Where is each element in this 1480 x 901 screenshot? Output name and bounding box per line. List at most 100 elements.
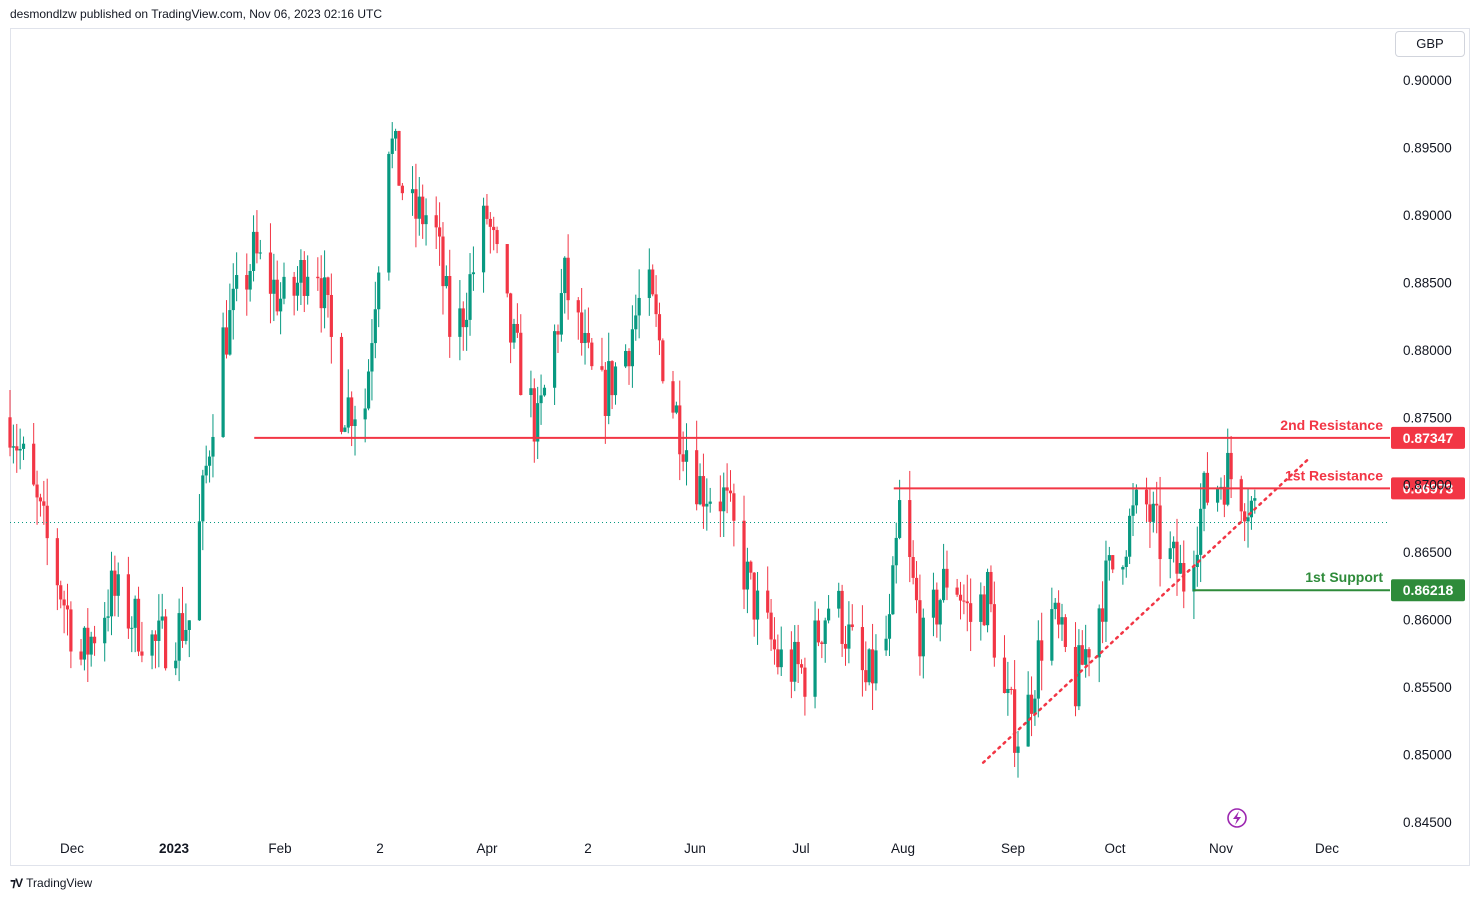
time-axis: Dec 2023 Feb 2 Apr 2 Jun Jul Aug Sep Oct Nov Dec [60,841,1339,856]
candle [583,309,587,365]
candle [816,608,821,647]
candle [448,249,452,358]
candle [45,478,49,566]
candle [275,260,279,316]
candle [898,479,902,540]
candle [92,625,97,656]
candle [495,226,499,254]
lightning-icon[interactable] [1227,808,1247,828]
candle [21,436,26,461]
candle [343,425,347,433]
candle [157,594,161,668]
candle [955,578,959,597]
y-tick-label: 0.87000 [1403,478,1452,493]
level-price-tag: 0.86973 [1391,477,1465,500]
candle [55,528,59,611]
candle [867,648,871,686]
candle [316,257,320,291]
candle [603,362,607,444]
candle [1033,690,1037,726]
candle [65,583,70,636]
candle [1155,481,1159,534]
candle [607,332,611,425]
candle [820,640,824,659]
candle [221,312,225,438]
candle [891,556,895,616]
candle [779,626,783,676]
tradingview-logo-icon: ⁊V [10,876,23,890]
candle [722,472,726,537]
candle [705,478,709,531]
candle [536,386,540,459]
candle [207,450,212,483]
candle [471,246,476,291]
currency-selector[interactable]: GBP [1395,31,1465,57]
candle [150,630,154,670]
candle [1100,581,1105,644]
candle [1192,550,1196,620]
candle [235,252,239,302]
candle [590,338,594,370]
candle [1036,620,1040,718]
candle [911,540,915,585]
candle [1202,471,1206,532]
candle [62,590,66,634]
candle [742,495,746,610]
candle [204,445,208,484]
candle [1104,540,1108,643]
candle [982,585,986,627]
candle [106,589,110,632]
level-label: 2nd Resistance [1280,417,1383,433]
y-tick-label: 0.86500 [1403,545,1452,560]
candle [678,380,682,481]
brand-footer[interactable]: ⁊V TradingView [10,876,92,890]
candle [116,562,120,617]
candle [1172,536,1176,563]
x-tick-label: Sep [1001,841,1025,856]
level-label: 1st Resistance [1285,467,1383,483]
candle [657,302,662,356]
candle [224,300,229,359]
candle [424,198,428,246]
candle [366,359,371,411]
candle [468,253,472,336]
candle [864,641,868,691]
candle [1050,587,1054,666]
candle [11,424,15,464]
candle [887,593,892,656]
candle [258,239,262,260]
candle [874,634,878,691]
candle [15,423,19,473]
candle [1239,475,1243,524]
y-tick-label: 0.86000 [1403,613,1452,628]
candle [184,603,188,645]
candle [769,598,773,651]
candle [671,370,675,419]
candle [708,487,712,513]
candle [826,595,831,624]
candle [1148,488,1152,548]
candle [1178,544,1182,574]
candle [414,163,418,248]
candle [637,269,641,339]
candle [180,586,185,648]
x-tick-label: Apr [476,841,498,856]
candle [1175,518,1179,596]
candle [421,184,425,239]
candle [1013,660,1017,768]
candle [248,264,252,302]
candle [1128,508,1132,565]
candle [245,253,249,316]
candle [749,560,753,580]
candle [103,602,107,662]
candle [163,609,168,671]
candle [610,360,614,410]
svg-text:0.86218: 0.86218 [1403,582,1454,598]
level-label: 1st Support [1305,569,1383,585]
y-tick-label: 0.88500 [1403,275,1452,290]
candle [519,314,523,396]
candle [509,292,513,364]
brand-name: TradingView [26,876,93,890]
y-tick-label: 0.84500 [1403,815,1452,830]
